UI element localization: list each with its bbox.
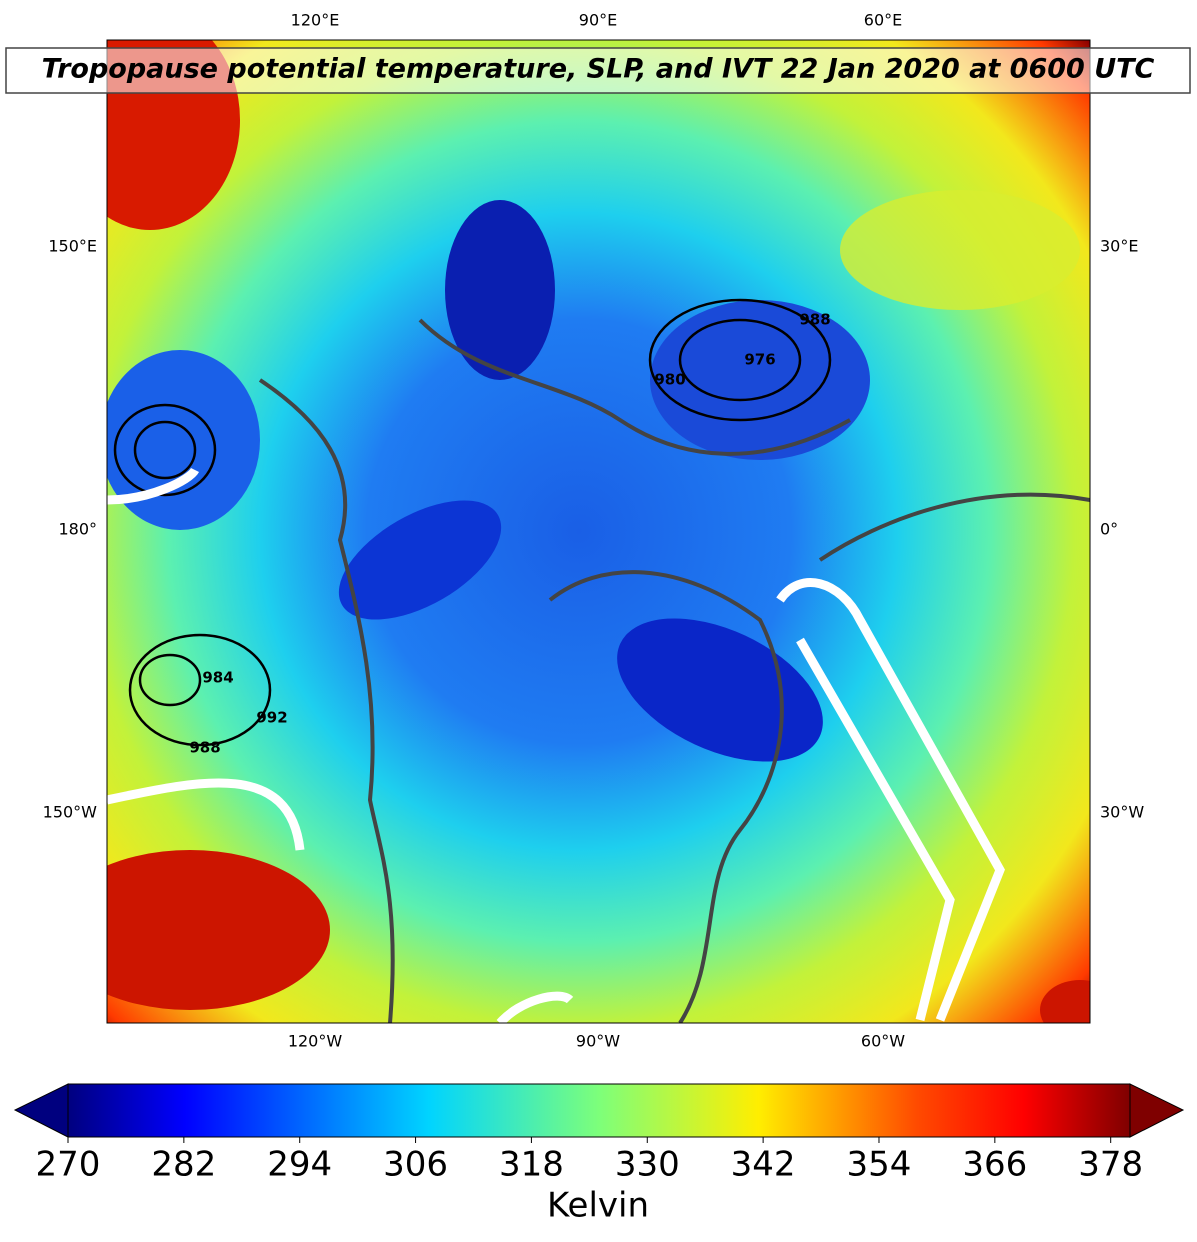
colorbar-extend-high	[1129, 1083, 1185, 1138]
longitude-label: 90°E	[579, 11, 617, 30]
colorbar-tick-label: 282	[151, 1145, 216, 1185]
colorbar-tick-label: 366	[962, 1145, 1027, 1185]
contour-label: 976	[744, 351, 775, 369]
colorbar-tick-label: 306	[383, 1145, 448, 1185]
colorbar	[67, 1083, 1131, 1138]
colorbar-tick-label: 294	[267, 1145, 332, 1185]
colorbar-label: Kelvin	[547, 1186, 649, 1226]
latitude-label: 0°	[1100, 520, 1118, 539]
contour-label: 980	[654, 371, 685, 389]
title-box	[5, 47, 1191, 94]
longitude-label: 60°E	[864, 11, 902, 30]
contour-label: 988	[189, 739, 220, 757]
colorbar-tick-label: 330	[615, 1145, 680, 1185]
colorbar-tick-label: 318	[499, 1145, 564, 1185]
longitude-label: 90°W	[576, 1032, 620, 1051]
latitude-label: 150°W	[43, 803, 98, 822]
contour-label: 984	[202, 669, 233, 687]
latitude-label: 30°E	[1100, 237, 1138, 256]
map-title: Tropopause potential temperature, SLP, a…	[42, 54, 1155, 85]
colorbar-extend-low	[13, 1083, 69, 1138]
colorbar-tick-label: 378	[1078, 1145, 1143, 1185]
colorbar-tick-label: 342	[731, 1145, 796, 1185]
longitude-label: 120°E	[291, 11, 340, 30]
latitude-label: 30°W	[1100, 803, 1144, 822]
latitude-label: 180°	[58, 520, 97, 539]
longitude-label: 120°W	[288, 1032, 343, 1051]
latitude-label: 150°E	[48, 237, 97, 256]
longitude-label: 60°W	[861, 1032, 905, 1051]
colorbar-tick-label: 270	[36, 1145, 101, 1185]
contour-label: 988	[799, 311, 830, 329]
colorbar-tick-label: 354	[847, 1145, 912, 1185]
map	[107, 40, 1090, 1023]
contour-label: 992	[256, 709, 287, 727]
